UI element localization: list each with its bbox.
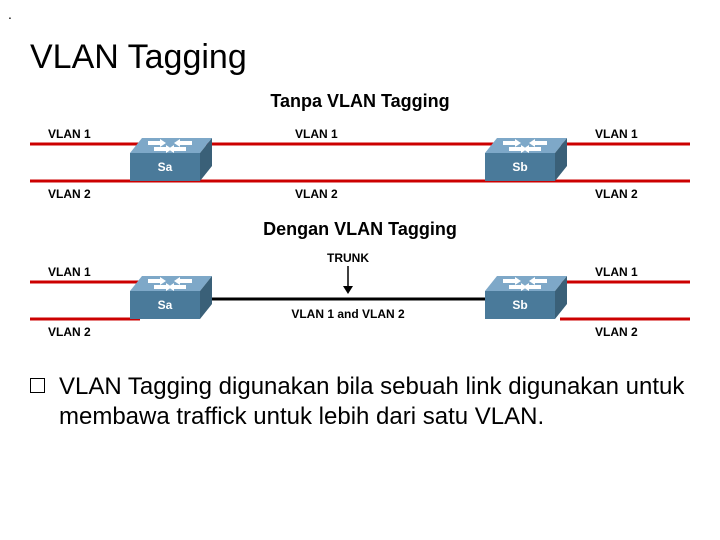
switch-sb-label: Sb [512, 298, 527, 312]
switch-sa-icon: Sa [130, 276, 212, 319]
vlan1-label: VLAN 1 [595, 127, 638, 141]
vlan2-label: VLAN 2 [48, 187, 91, 201]
bullet-item: VLAN Tagging digunakan bila sebuah link … [30, 372, 690, 432]
page-title: VLAN Tagging [30, 38, 690, 77]
vlan1-label: VLAN 1 [295, 127, 338, 141]
vlan2-label: VLAN 2 [595, 325, 638, 339]
vlan1-label: VLAN 1 [48, 265, 91, 279]
switch-sb-label: Sb [512, 160, 527, 174]
switch-sa-icon: Sa [130, 138, 212, 181]
bullet-box-icon [30, 378, 45, 393]
vlan2-label: VLAN 2 [595, 187, 638, 201]
vlan2-label: VLAN 2 [295, 187, 338, 201]
vlan1-label: VLAN 1 [595, 265, 638, 279]
switch-sa-label: Sa [158, 160, 173, 174]
bullet-dot: . [8, 6, 12, 22]
bullet-text: VLAN Tagging digunakan bila sebuah link … [59, 372, 690, 432]
trunk-label: TRUNK [327, 251, 369, 265]
diagram-with-tagging: VLAN 1 VLAN 2 VLAN 1 VLAN 2 TRUNK VLAN 1… [30, 244, 690, 354]
vlan2-label: VLAN 2 [48, 325, 91, 339]
trunk-sub-label: VLAN 1 and VLAN 2 [291, 307, 405, 321]
switch-sa-label: Sa [158, 298, 173, 312]
switch-sb-icon: Sb [485, 276, 567, 319]
subtitle-with: Dengan VLAN Tagging [30, 219, 690, 240]
diagram-without-tagging: VLAN 1 VLAN 1 VLAN 1 VLAN 2 VLAN 2 VLAN … [30, 116, 690, 211]
subtitle-without: Tanpa VLAN Tagging [30, 91, 690, 112]
vlan1-label: VLAN 1 [48, 127, 91, 141]
switch-sb-icon: Sb [485, 138, 567, 181]
